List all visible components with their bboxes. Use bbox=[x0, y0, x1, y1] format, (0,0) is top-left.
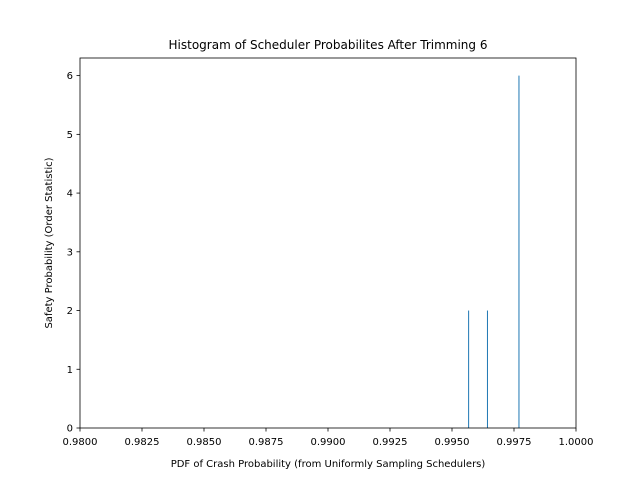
y-tick-label: 5 bbox=[67, 130, 73, 141]
y-tick-label: 2 bbox=[67, 306, 73, 317]
y-tick-label: 1 bbox=[67, 365, 73, 376]
x-tick-label: 0.9925 bbox=[373, 437, 408, 448]
x-tick-label: 0.9900 bbox=[311, 437, 346, 448]
x-axis-ticks: 0.9800 0.9825 0.9850 0.9875 0.9900 0.9925 0.99… bbox=[63, 428, 594, 448]
y-axis-label: Safety Probability (Order Statistic) bbox=[44, 157, 55, 328]
x-tick-label: 1.0000 bbox=[559, 437, 594, 448]
histogram-bar-1 bbox=[468, 310, 470, 428]
x-tick-label: 0.9975 bbox=[497, 437, 532, 448]
x-tick-label: 0.9850 bbox=[187, 437, 222, 448]
x-tick-label: 0.9800 bbox=[63, 437, 98, 448]
y-axis-ticks: 0 1 2 3 4 5 6 bbox=[67, 71, 80, 435]
x-axis-label: PDF of Crash Probability (from Uniformly… bbox=[171, 459, 486, 470]
chart-title: Histogram of Scheduler Probabilites Afte… bbox=[169, 38, 488, 52]
y-tick-label: 3 bbox=[67, 247, 73, 258]
y-tick-label: 0 bbox=[67, 424, 73, 435]
plot-frame bbox=[79, 57, 577, 429]
x-tick-label: 0.9950 bbox=[435, 437, 470, 448]
y-tick-label: 6 bbox=[67, 71, 73, 82]
bars-layer bbox=[468, 75, 520, 429]
y-tick-label: 4 bbox=[67, 189, 73, 200]
x-tick-label: 0.9875 bbox=[249, 437, 284, 448]
histogram-bar-2 bbox=[486, 310, 488, 428]
histogram-bar-3 bbox=[518, 75, 520, 429]
x-tick-label: 0.9825 bbox=[125, 437, 160, 448]
